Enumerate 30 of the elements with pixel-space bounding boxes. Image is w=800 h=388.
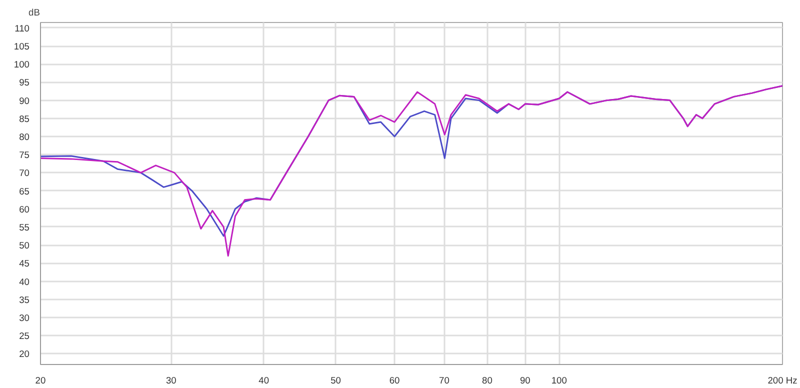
y-tick-label: 45 [19,258,30,269]
y-tick-label: 95 [19,78,30,88]
y-axis-title: dB [28,8,40,18]
x-tick-label: 60 [389,376,400,386]
y-tick-label: 70 [19,168,30,178]
y-tick-label: 80 [19,132,30,142]
y-tick-label: 40 [19,276,30,287]
y-tick-label: 30 [19,312,30,323]
y-tick-label: 35 [19,294,30,305]
x-tick-label: 20 [35,376,46,386]
y-tick-label: 85 [19,114,30,124]
y-tick-label: 100 [14,60,30,70]
x-tick-label: 90 [520,376,530,386]
x-tick-label: 50 [330,376,341,386]
x-tick-label: 70 [439,376,450,386]
y-tick-label: 60 [19,204,30,214]
y-tick-label: 50 [19,240,30,251]
y-tick-label: 20 [19,349,30,360]
x-tick-label: 100 [551,376,567,386]
y-tick-label: 90 [19,96,30,106]
y-tick-label: 55 [19,222,30,232]
y-tick-label: 25 [19,331,30,342]
x-tick-label: 30 [166,376,176,386]
y-tick-label: 65 [19,186,30,196]
y-tick-label: 75 [19,150,30,160]
x-tick-label: 40 [258,376,270,386]
y-tick-label: 105 [14,42,30,52]
y-tick-label: 110 [14,23,30,34]
x-tick-label: 200 Hz [768,376,798,386]
x-tick-label: 80 [482,376,492,386]
